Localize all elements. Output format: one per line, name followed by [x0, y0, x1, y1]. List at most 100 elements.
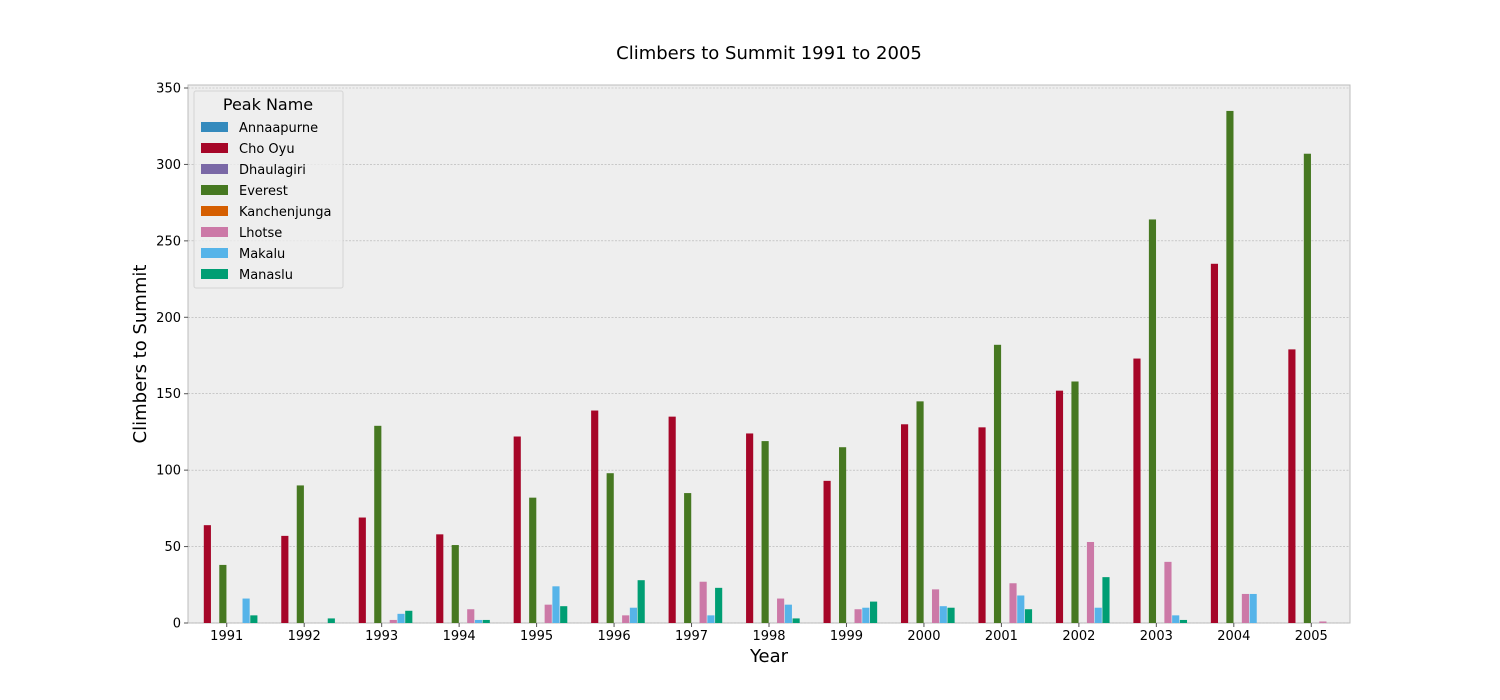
bar-cho-oyu-1997 [668, 416, 676, 623]
bar-lhotse-1997 [699, 581, 707, 623]
bar-everest-1998 [761, 441, 769, 623]
bar-everest-1994 [451, 545, 459, 623]
x-tick-label: 1997 [675, 629, 708, 644]
legend-label: Everest [239, 184, 288, 199]
bar-makalu-1996 [629, 607, 638, 623]
legend-label: Makalu [239, 247, 285, 262]
bar-cho-oyu-1999 [823, 480, 831, 623]
bar-manaslu-1991 [250, 615, 258, 623]
x-tick-label: 1994 [443, 629, 476, 644]
bars [203, 110, 1327, 623]
bar-cho-oyu-2005 [1288, 349, 1296, 623]
bar-manaslu-2003 [1179, 619, 1188, 623]
legend-label: Dhaulagiri [239, 163, 306, 178]
bar-cho-oyu-1995 [513, 436, 521, 623]
y-tick-label: 350 [156, 82, 181, 97]
y-tick-label: 300 [156, 158, 181, 173]
x-tick-label: 1999 [830, 629, 863, 644]
x-tick-label: 2000 [907, 629, 940, 644]
bar-everest-2002 [1071, 381, 1079, 623]
bar-everest-1995 [529, 497, 537, 623]
y-axis-title: Climbers to Summit [130, 265, 151, 444]
legend-swatch [201, 122, 228, 132]
bar-manaslu-1999 [870, 601, 878, 623]
legend-swatch [201, 206, 228, 216]
legend-label: Kanchenjunga [239, 205, 331, 220]
bar-cho-oyu-2003 [1133, 358, 1141, 623]
bar-cho-oyu-2001 [978, 427, 986, 623]
x-tick-label: 2005 [1295, 629, 1328, 644]
legend-label: Cho Oyu [239, 142, 295, 157]
bar-makalu-1995 [552, 586, 560, 623]
y-tick-label: 200 [156, 311, 181, 326]
bar-makalu-1994 [474, 619, 483, 623]
bar-everest-1996 [606, 473, 614, 623]
bar-lhotse-1993 [389, 619, 397, 623]
y-tick-label: 100 [156, 464, 181, 479]
legend-swatch [201, 269, 228, 279]
bar-makalu-2003 [1172, 615, 1180, 623]
x-tick-label: 2003 [1140, 629, 1173, 644]
bar-manaslu-2000 [947, 607, 955, 623]
bar-makalu-2004 [1249, 593, 1257, 623]
legend-label: Manaslu [239, 268, 293, 283]
bar-cho-oyu-2000 [900, 424, 909, 623]
axes: 0 50 100 150 200 250 300 350 1991 1992 1993 1994 199… [156, 82, 1328, 645]
bar-makalu-2001 [1017, 595, 1025, 623]
bar-manaslu-1995 [560, 606, 568, 623]
y-tick-label: 50 [164, 540, 181, 555]
bar-lhotse-1999 [854, 609, 862, 623]
bar-lhotse-2000 [931, 589, 940, 623]
y-tick-label: 0 [173, 617, 181, 632]
bar-cho-oyu-2002 [1055, 390, 1064, 623]
bar-lhotse-1996 [622, 615, 630, 623]
bar-cho-oyu-2004 [1210, 263, 1219, 623]
bar-manaslu-1997 [715, 587, 723, 623]
bar-everest-2001 [993, 344, 1002, 623]
x-tick-label: 1996 [598, 629, 631, 644]
bar-lhotse-1998 [777, 598, 785, 623]
x-tick-label: 1993 [365, 629, 398, 644]
bar-lhotse-1994 [467, 609, 475, 623]
chart-title: Climbers to Summit 1991 to 2005 [616, 43, 922, 64]
legend-label: Annaapurne [239, 121, 318, 136]
bar-everest-1992 [296, 485, 304, 623]
bar-manaslu-1993 [405, 610, 413, 623]
legend-swatch [201, 164, 228, 174]
bar-everest-2004 [1226, 110, 1234, 623]
bar-manaslu-1996 [637, 580, 645, 623]
bar-lhotse-2001 [1009, 583, 1017, 623]
y-tick-label: 250 [156, 234, 181, 249]
x-axis-title: Year [749, 646, 789, 667]
bar-manaslu-2001 [1024, 609, 1033, 623]
bar-manaslu-1992 [327, 618, 335, 623]
bar-manaslu-2002 [1102, 577, 1110, 623]
y-tick-label: 150 [156, 387, 181, 402]
legend-box [193, 90, 344, 289]
x-tick-label: 2001 [985, 629, 1018, 644]
bar-cho-oyu-1992 [281, 535, 289, 623]
bar-lhotse-1995 [544, 604, 552, 623]
bar-everest-1999 [839, 447, 847, 623]
bar-makalu-1999 [862, 607, 870, 623]
bar-lhotse-2004 [1241, 593, 1249, 623]
legend-swatch [201, 248, 228, 258]
x-tick-label: 1991 [210, 629, 243, 644]
x-tick-label: 2002 [1062, 629, 1095, 644]
x-tick-label: 2004 [1217, 629, 1250, 644]
bar-cho-oyu-1993 [358, 517, 366, 623]
bar-cho-oyu-1998 [746, 433, 754, 623]
plot-background [187, 84, 1351, 624]
bar-manaslu-1998 [792, 618, 800, 623]
bar-lhotse-2005 [1319, 621, 1327, 623]
bar-manaslu-1994 [482, 619, 490, 623]
legend-swatch [201, 185, 228, 195]
bar-everest-2000 [916, 401, 924, 623]
bar-everest-2003 [1148, 219, 1157, 623]
bar-lhotse-2003 [1164, 561, 1172, 623]
x-tick-label: 1992 [288, 629, 321, 644]
bar-everest-2005 [1303, 153, 1311, 623]
bar-cho-oyu-1996 [591, 410, 599, 623]
